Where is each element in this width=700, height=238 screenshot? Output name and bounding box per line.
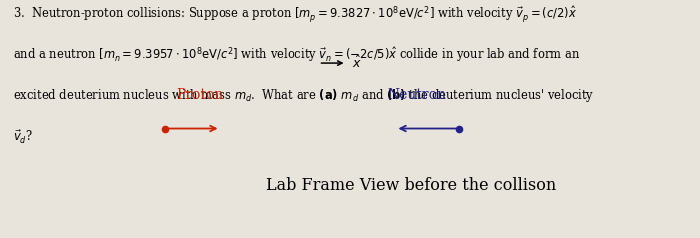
Text: Proton: Proton — [176, 88, 223, 102]
Text: excited deuterium nucleus with mass $m_d$.  What are $\mathbf{(a)}$ $m_d$ and $\: excited deuterium nucleus with mass $m_d… — [13, 87, 594, 104]
Text: Lab Frame View before the collison: Lab Frame View before the collison — [266, 177, 556, 194]
Text: Neutron: Neutron — [387, 88, 446, 102]
Text: 3.  Neutron-proton collisions: Suppose a proton $[m_p = 9.3827 \cdot 10^8\mathrm: 3. Neutron-proton collisions: Suppose a … — [13, 4, 577, 24]
Text: $\vec{v}_d$?: $\vec{v}_d$? — [13, 129, 33, 146]
Text: $\hat{x}$: $\hat{x}$ — [352, 55, 362, 71]
Text: and a neutron $[m_n = 9.3957 \cdot 10^8\mathrm{eV}/c^2]$ with velocity $\vec{v}_: and a neutron $[m_n = 9.3957 \cdot 10^8\… — [13, 45, 580, 64]
